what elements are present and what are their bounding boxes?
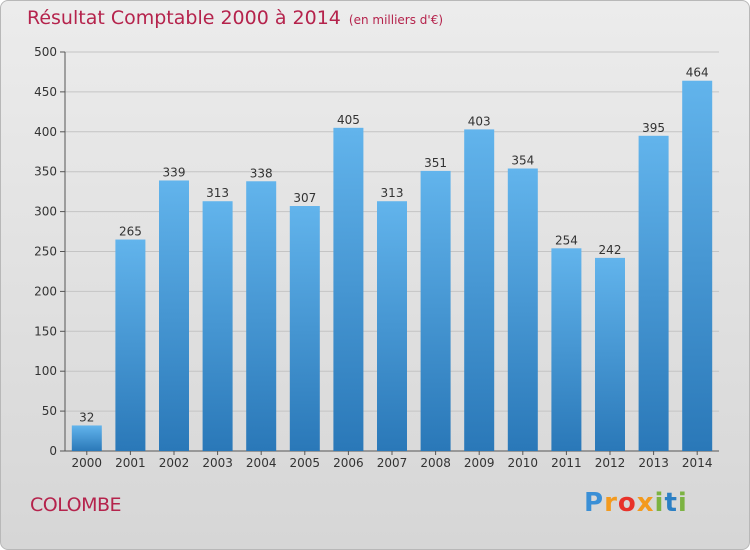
bar — [202, 201, 233, 451]
logo-letter: r — [604, 488, 618, 518]
x-tick-label: 2011 — [551, 456, 582, 470]
data-label: 403 — [468, 114, 491, 128]
x-tick-label: 2006 — [333, 456, 364, 470]
y-tick-labels: 0 50 100 150 200 250 300 350 400 450 500 — [34, 45, 57, 458]
x-tick-labels: 2000 2001 2002 2003 2004 2005 2006 2007 2008 2009… — [72, 456, 713, 470]
x-tick-label: 2000 — [72, 456, 103, 470]
logo-letter: x — [636, 488, 655, 518]
y-tick-label: 400 — [34, 125, 57, 139]
data-label: 464 — [686, 66, 709, 80]
data-label: 395 — [642, 121, 665, 135]
bar — [115, 239, 146, 451]
data-label: 307 — [293, 191, 316, 205]
data-label: 32 — [79, 410, 94, 424]
bar — [638, 135, 669, 452]
x-tick-label: 2002 — [159, 456, 190, 470]
x-tick-label: 2005 — [290, 456, 321, 470]
x-tick-label: 2009 — [464, 456, 495, 470]
x-tick-label: 2013 — [638, 456, 669, 470]
data-label: 254 — [555, 233, 578, 247]
region-name: COLOMBE — [30, 494, 122, 516]
logo-letter: i — [654, 488, 665, 518]
data-label: 242 — [599, 243, 622, 257]
x-tick-label: 2014 — [682, 456, 713, 470]
bar — [289, 206, 320, 451]
x-tick-label: 2012 — [595, 456, 626, 470]
x-tick-label: 2010 — [508, 456, 539, 470]
y-tick-label: 100 — [34, 364, 57, 378]
data-label: 405 — [337, 113, 360, 127]
bar — [595, 257, 625, 451]
y-tick-label: 500 — [34, 45, 57, 59]
bar — [507, 168, 538, 451]
y-tick-label: 350 — [34, 165, 57, 179]
bar — [420, 170, 451, 452]
data-label: 351 — [424, 156, 447, 170]
logo-letter: o — [617, 488, 637, 518]
bar — [246, 181, 277, 451]
x-tick-label: 2003 — [202, 456, 233, 470]
bar — [377, 201, 407, 451]
y-tick-label: 300 — [34, 205, 57, 219]
data-label: 313 — [381, 186, 404, 200]
x-tick-label: 2001 — [115, 456, 146, 470]
bar — [464, 129, 495, 451]
y-tick-label: 150 — [34, 324, 57, 338]
logo-letter: i — [677, 488, 688, 518]
y-tick-label: 0 — [49, 444, 57, 458]
y-tick-label: 50 — [42, 404, 57, 418]
bar — [551, 248, 582, 451]
logo-letter: P — [584, 488, 605, 518]
data-label: 313 — [206, 186, 229, 200]
x-tick-label: 2004 — [246, 456, 277, 470]
chart-title-text: Résultat Comptable 2000 à 2014 — [27, 7, 341, 29]
logo-letter: t — [664, 488, 678, 518]
y-tick-label: 450 — [34, 85, 57, 99]
bar — [71, 425, 102, 451]
chart-subtitle: (en milliers d'€) — [348, 13, 444, 27]
y-tick-label: 200 — [34, 284, 57, 298]
data-label: 354 — [511, 154, 534, 168]
proxiti-logo[interactable]: Proxiti — [584, 488, 688, 518]
bar — [333, 127, 364, 451]
y-tick-label: 250 — [34, 245, 57, 259]
data-labels: 32 265 339 313 338 307 405 313 351 403 354 254 242 39… — [79, 66, 708, 425]
x-tick-label: 2008 — [420, 456, 451, 470]
data-label: 338 — [250, 166, 273, 180]
chart-title: Résultat Comptable 2000 à 2014 (en millie… — [27, 7, 443, 29]
bars — [71, 80, 713, 452]
data-label: 265 — [119, 225, 142, 239]
bar — [159, 180, 189, 451]
bar — [682, 80, 713, 451]
x-tick-label: 2007 — [377, 456, 408, 470]
data-label: 339 — [163, 165, 186, 179]
